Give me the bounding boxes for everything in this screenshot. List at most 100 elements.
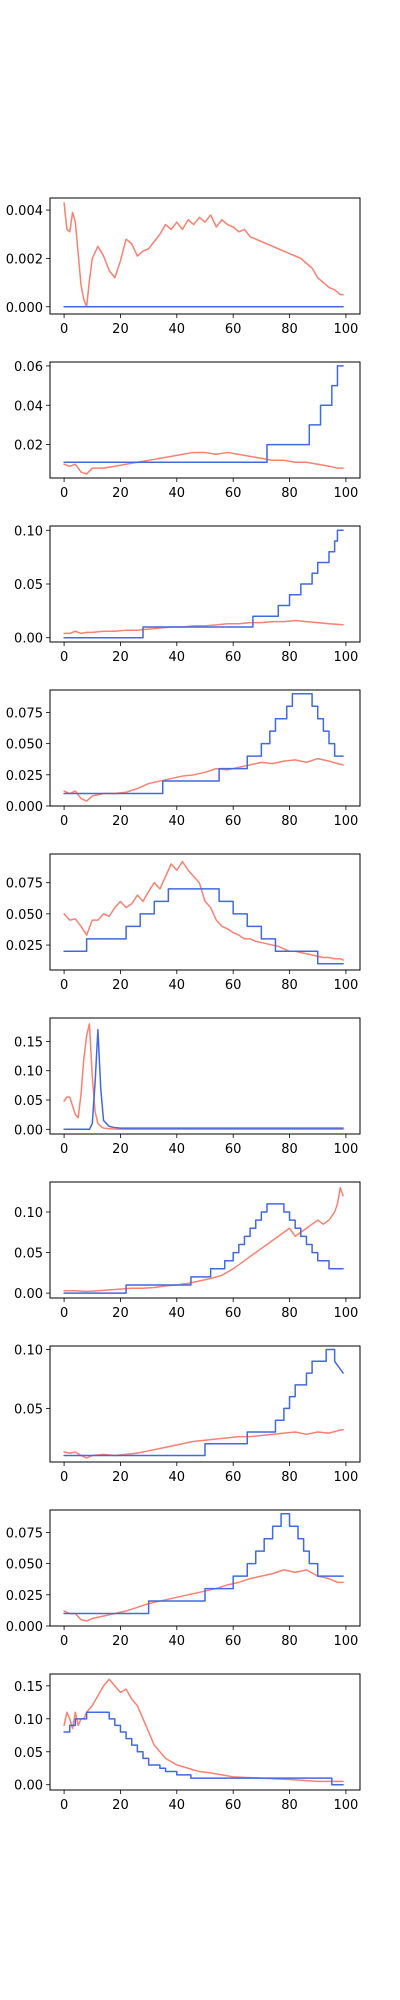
y-tick-label: 0.002 xyxy=(6,252,43,267)
y-tick-label: 0.050 xyxy=(6,908,43,923)
y-tick-label: 0.075 xyxy=(6,1526,43,1541)
chart-panel-7: 0 20 40 60 80 100 0.00 0.05 0.10 xyxy=(14,1181,361,1321)
y-tick-label: 0.10 xyxy=(14,1206,43,1221)
x-tick-label: 40 xyxy=(169,322,186,337)
x-tick-label: 20 xyxy=(112,1634,129,1649)
x-tick-label: 40 xyxy=(169,1142,186,1157)
y-tick-label: 0.004 xyxy=(6,204,43,219)
x-tick-label: 20 xyxy=(112,322,129,337)
y-tick-label: 0.10 xyxy=(14,1065,43,1080)
y-tick-label: 0.00 xyxy=(14,1287,43,1302)
y-tick-label: 0.15 xyxy=(14,1680,43,1695)
x-tick-label: 60 xyxy=(225,814,242,829)
y-tick-label: 0.05 xyxy=(14,1746,43,1761)
x-tick-label: 20 xyxy=(112,1142,129,1157)
x-tick-label: 0 xyxy=(60,486,68,501)
y-tick-label: 0.02 xyxy=(14,439,43,454)
series-line-salmon xyxy=(63,1428,344,1459)
chart-panel-5: 0 20 40 60 80 100 0.025 0.050 0.075 xyxy=(6,853,361,993)
series-line-blue xyxy=(63,692,344,795)
x-tick-label: 80 xyxy=(281,1634,298,1649)
y-tick-label: 0.00 xyxy=(14,1123,43,1138)
x-tick-label: 20 xyxy=(112,1306,129,1321)
axes-frame xyxy=(49,1509,361,1627)
x-tick-label: 40 xyxy=(169,486,186,501)
axes-frame xyxy=(49,1673,361,1791)
axes-frame xyxy=(49,1017,361,1135)
series-line-blue xyxy=(63,1711,344,1786)
x-tick-label: 40 xyxy=(169,1634,186,1649)
x-tick-label: 100 xyxy=(333,650,358,665)
x-tick-label: 100 xyxy=(333,1142,358,1157)
x-tick-label: 0 xyxy=(60,650,68,665)
x-tick-label: 60 xyxy=(225,1306,242,1321)
x-tick-label: 100 xyxy=(333,1306,358,1321)
series-line-salmon xyxy=(63,1186,344,1293)
series-line-salmon xyxy=(63,860,344,961)
axes-frame xyxy=(49,1345,361,1463)
x-tick-label: 100 xyxy=(333,814,358,829)
x-tick-label: 60 xyxy=(225,650,242,665)
axes-frame xyxy=(49,525,361,643)
series-line-salmon xyxy=(63,1569,344,1622)
y-tick-label: 0.04 xyxy=(14,399,43,414)
x-tick-label: 100 xyxy=(333,1798,358,1813)
x-tick-label: 100 xyxy=(333,486,358,501)
x-tick-label: 100 xyxy=(333,1470,358,1485)
x-tick-label: 0 xyxy=(60,1634,68,1649)
chart-panel-3: 0 20 40 60 80 100 0.00 0.05 0.10 xyxy=(14,524,361,665)
x-tick-label: 0 xyxy=(60,978,68,993)
chart-panel-9: 0 20 40 60 80 100 0.000 0.025 0.050 0.075 xyxy=(6,1509,361,1649)
x-tick-label: 80 xyxy=(281,1470,298,1485)
chart-panel-6: 0 20 40 60 80 100 0.00 0.05 0.10 0.15 xyxy=(14,1017,361,1157)
x-tick-label: 0 xyxy=(60,322,68,337)
x-tick-label: 100 xyxy=(333,322,358,337)
x-tick-label: 80 xyxy=(281,650,298,665)
y-tick-label: 0.06 xyxy=(14,360,43,375)
x-tick-label: 100 xyxy=(333,978,358,993)
x-tick-label: 20 xyxy=(112,978,129,993)
y-tick-label: 0.050 xyxy=(6,738,43,753)
series-line-salmon xyxy=(63,1023,344,1131)
series-line-salmon xyxy=(63,1678,344,1783)
x-tick-label: 40 xyxy=(169,1798,186,1813)
x-tick-label: 60 xyxy=(225,978,242,993)
x-tick-label: 0 xyxy=(60,1798,68,1813)
axes-frame xyxy=(49,361,361,479)
y-tick-label: 0.15 xyxy=(14,1035,43,1050)
x-tick-label: 20 xyxy=(112,1798,129,1813)
x-tick-label: 20 xyxy=(112,650,129,665)
y-tick-label: 0.000 xyxy=(6,301,43,316)
x-tick-label: 60 xyxy=(225,1470,242,1485)
x-tick-label: 80 xyxy=(281,486,298,501)
x-tick-label: 80 xyxy=(281,978,298,993)
y-tick-label: 0.025 xyxy=(6,769,43,784)
chart-panel-4: 0 20 40 60 80 100 0.000 0.025 0.050 0.075 xyxy=(6,689,361,829)
y-tick-label: 0.025 xyxy=(6,1589,43,1604)
x-tick-label: 40 xyxy=(169,1470,186,1485)
x-tick-label: 60 xyxy=(225,1634,242,1649)
axes-frame xyxy=(49,853,361,971)
y-tick-label: 0.05 xyxy=(14,578,43,593)
x-tick-label: 60 xyxy=(225,322,242,337)
axes-frame xyxy=(49,689,361,807)
series-line-blue xyxy=(63,1348,344,1457)
series-line-blue xyxy=(63,1203,344,1294)
series-line-blue xyxy=(63,529,344,639)
x-tick-label: 80 xyxy=(281,1142,298,1157)
x-tick-label: 40 xyxy=(169,814,186,829)
series-line-salmon xyxy=(63,757,344,802)
axes-frame xyxy=(49,197,361,315)
x-tick-label: 0 xyxy=(60,1306,68,1321)
y-tick-label: 0.00 xyxy=(14,1779,43,1794)
chart-panel-8: 0 20 40 60 80 100 0.05 0.10 xyxy=(14,1344,361,1485)
x-tick-label: 40 xyxy=(169,1306,186,1321)
x-tick-label: 20 xyxy=(112,486,129,501)
y-tick-label: 0.000 xyxy=(6,800,43,815)
x-tick-label: 40 xyxy=(169,650,186,665)
y-tick-label: 0.10 xyxy=(14,1713,43,1728)
x-tick-label: 0 xyxy=(60,1142,68,1157)
series-line-salmon xyxy=(63,202,344,308)
x-tick-label: 60 xyxy=(225,486,242,501)
